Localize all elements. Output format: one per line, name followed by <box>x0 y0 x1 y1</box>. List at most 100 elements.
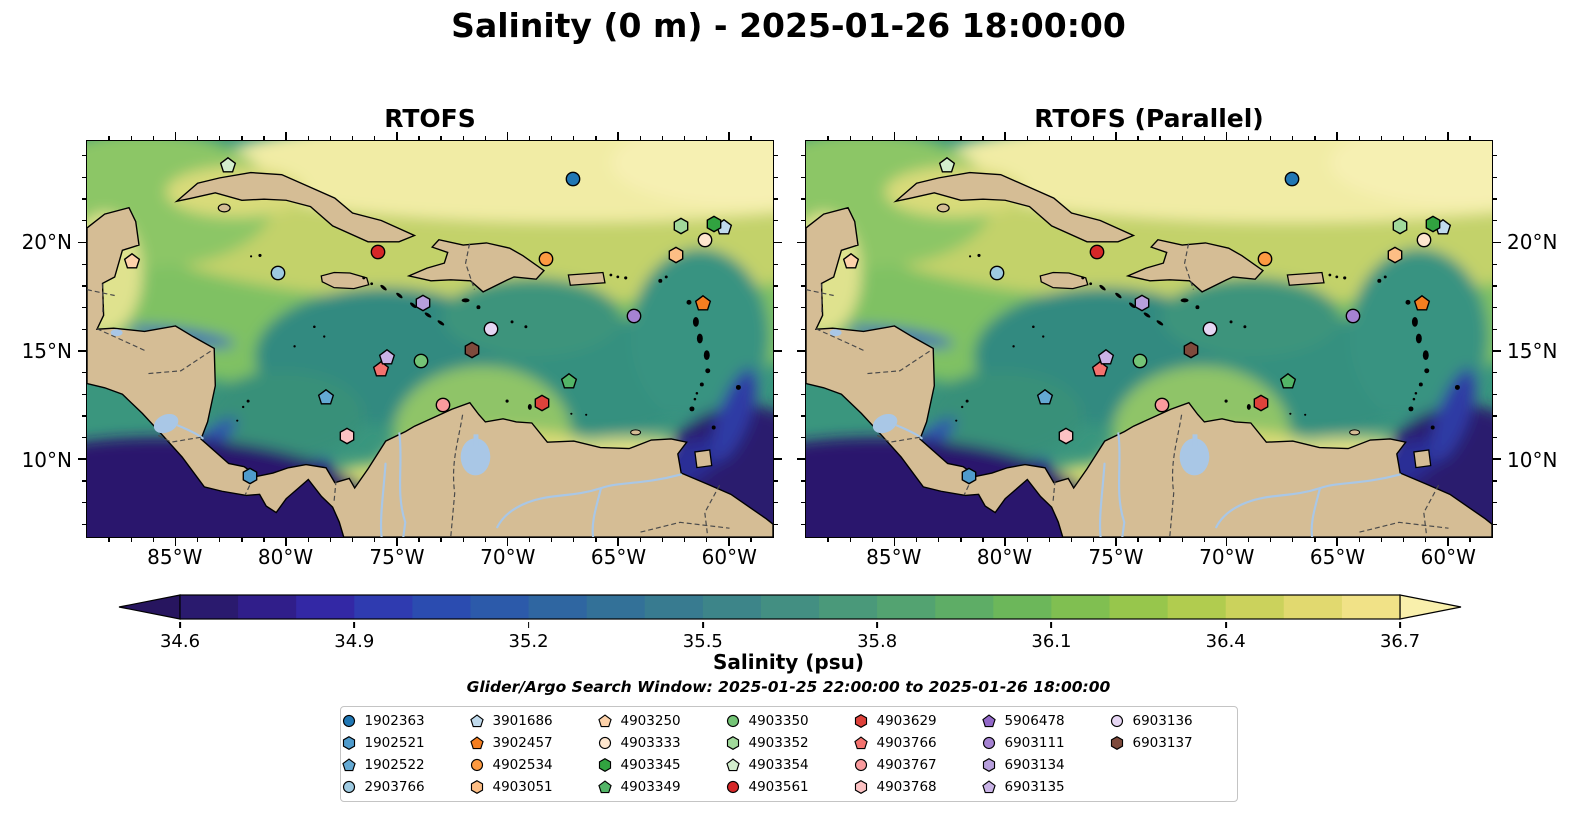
axis-tick <box>1137 136 1139 141</box>
float-marker-4903354 <box>938 156 955 173</box>
axis-tick <box>82 198 87 200</box>
axis-tick <box>374 537 376 542</box>
axis-tick <box>1446 132 1449 141</box>
axis-tick <box>307 537 309 542</box>
axis-tick <box>1137 537 1139 542</box>
axis-tick <box>78 241 87 244</box>
float-marker-1902521 <box>961 468 978 485</box>
legend-label: 4903352 <box>748 735 809 751</box>
float-marker-4903333 <box>1416 232 1433 249</box>
axis-tick-label: 75°W <box>369 545 425 569</box>
axis-tick-label: 65°W <box>1309 545 1366 569</box>
axis-tick <box>1492 350 1501 352</box>
axis-tick <box>196 537 199 542</box>
legend-item-6903136: 6903136 <box>1110 710 1237 732</box>
axis-tick <box>263 136 265 141</box>
axis-tick <box>797 350 806 352</box>
axis-tick <box>1492 220 1497 222</box>
axis-tick <box>440 537 442 542</box>
axis-tick <box>1492 263 1497 265</box>
x-axis-labels-left: 85°W 80°W 75°W 70°W 65°W 60°W <box>86 545 774 571</box>
axis-tick <box>1270 136 1272 141</box>
axis-tick <box>82 155 87 157</box>
axis-tick <box>285 537 288 546</box>
axis-tick <box>82 437 87 439</box>
axis-tick <box>174 132 177 141</box>
legend-item-4903354: 4903354 <box>725 754 853 776</box>
axis-tick <box>915 537 918 542</box>
float-marker-3902457 <box>694 295 712 312</box>
axis-tick <box>1492 393 1497 395</box>
axis-tick <box>773 458 782 461</box>
legend-item-4902534: 4902534 <box>470 754 597 776</box>
colorbar-tick <box>1399 622 1401 628</box>
float-marker-4903349 <box>561 372 578 389</box>
subplot-title-rtofs: RTOFS <box>384 104 476 133</box>
axis-tick <box>1181 136 1183 141</box>
legend-item-6903134: 6903134 <box>982 754 1109 776</box>
axis-tick <box>595 537 597 542</box>
axis-tick <box>773 523 778 526</box>
legend-label: 6903111 <box>1004 735 1065 751</box>
axis-tick <box>871 136 874 141</box>
legend-item-6903137: 6903137 <box>1110 732 1237 754</box>
colorbar-tick-label: 35.2 <box>508 631 549 652</box>
axis-tick <box>773 285 778 287</box>
colorbar-tick-label: 35.8 <box>857 631 898 652</box>
colorbar-tick-label: 34.6 <box>159 631 201 652</box>
axis-tick <box>351 136 354 141</box>
axis-tick-label: 15°N <box>21 338 72 363</box>
axis-tick <box>1048 136 1051 141</box>
float-marker-6903134 <box>415 295 432 312</box>
axis-tick <box>1492 523 1497 526</box>
legend-item-3902457: 3902457 <box>469 732 597 754</box>
axis-tick <box>506 132 509 141</box>
axis-tick <box>82 523 87 526</box>
axis-tick <box>801 371 806 374</box>
axis-tick <box>130 537 132 542</box>
legend-label: 4903629 <box>876 713 937 729</box>
axis-tick <box>705 136 708 141</box>
axis-tick <box>1424 136 1427 141</box>
legend-item-4903629: 4903629 <box>854 710 981 732</box>
float-marker-4903051 <box>668 247 685 264</box>
axis-tick <box>1336 537 1338 546</box>
axis-tick <box>1424 537 1427 542</box>
float-legend: 1902363 1902521 1902522 2903766 3901686 39024… <box>340 706 1238 802</box>
float-marker-4903345 <box>706 215 723 233</box>
axis-tick <box>82 285 87 287</box>
axis-tick <box>1093 136 1095 141</box>
colorbar-tick-label: 35.5 <box>682 631 723 652</box>
axis-tick <box>484 537 486 542</box>
axis-tick <box>196 136 199 141</box>
axis-tick <box>1380 537 1382 542</box>
legend-label: 6903136 <box>1132 713 1193 729</box>
legend-label: 4902534 <box>492 757 553 773</box>
axis-tick <box>1380 136 1382 141</box>
axis-tick <box>801 220 806 222</box>
axis-tick-label: 80°W <box>976 545 1033 569</box>
legend-item-4903766: 4903766 <box>853 732 981 754</box>
axis-tick <box>801 198 806 200</box>
legend-item-1902521: 1902521 <box>342 732 469 754</box>
axis-tick <box>661 136 663 141</box>
axis-tick <box>801 328 806 330</box>
axis-tick <box>705 537 708 542</box>
axis-tick <box>1292 537 1294 542</box>
axis-tick <box>1314 537 1316 542</box>
legend-label: 4903561 <box>748 779 809 795</box>
axis-tick <box>773 241 782 244</box>
axis-tick <box>797 458 806 461</box>
colorbar-tick <box>1224 622 1227 628</box>
float-marker-layer <box>806 141 1492 537</box>
axis-tick <box>1070 136 1073 141</box>
axis-tick <box>773 176 778 179</box>
axis-tick <box>893 537 896 546</box>
axis-tick <box>1492 328 1497 330</box>
colorbar <box>118 594 1462 624</box>
legend-item-4903345: 4903345 <box>598 754 725 776</box>
axis-tick <box>551 136 553 141</box>
float-marker-1902522 <box>318 388 335 405</box>
axis-tick <box>595 136 597 141</box>
float-marker-1902363 <box>564 170 581 187</box>
